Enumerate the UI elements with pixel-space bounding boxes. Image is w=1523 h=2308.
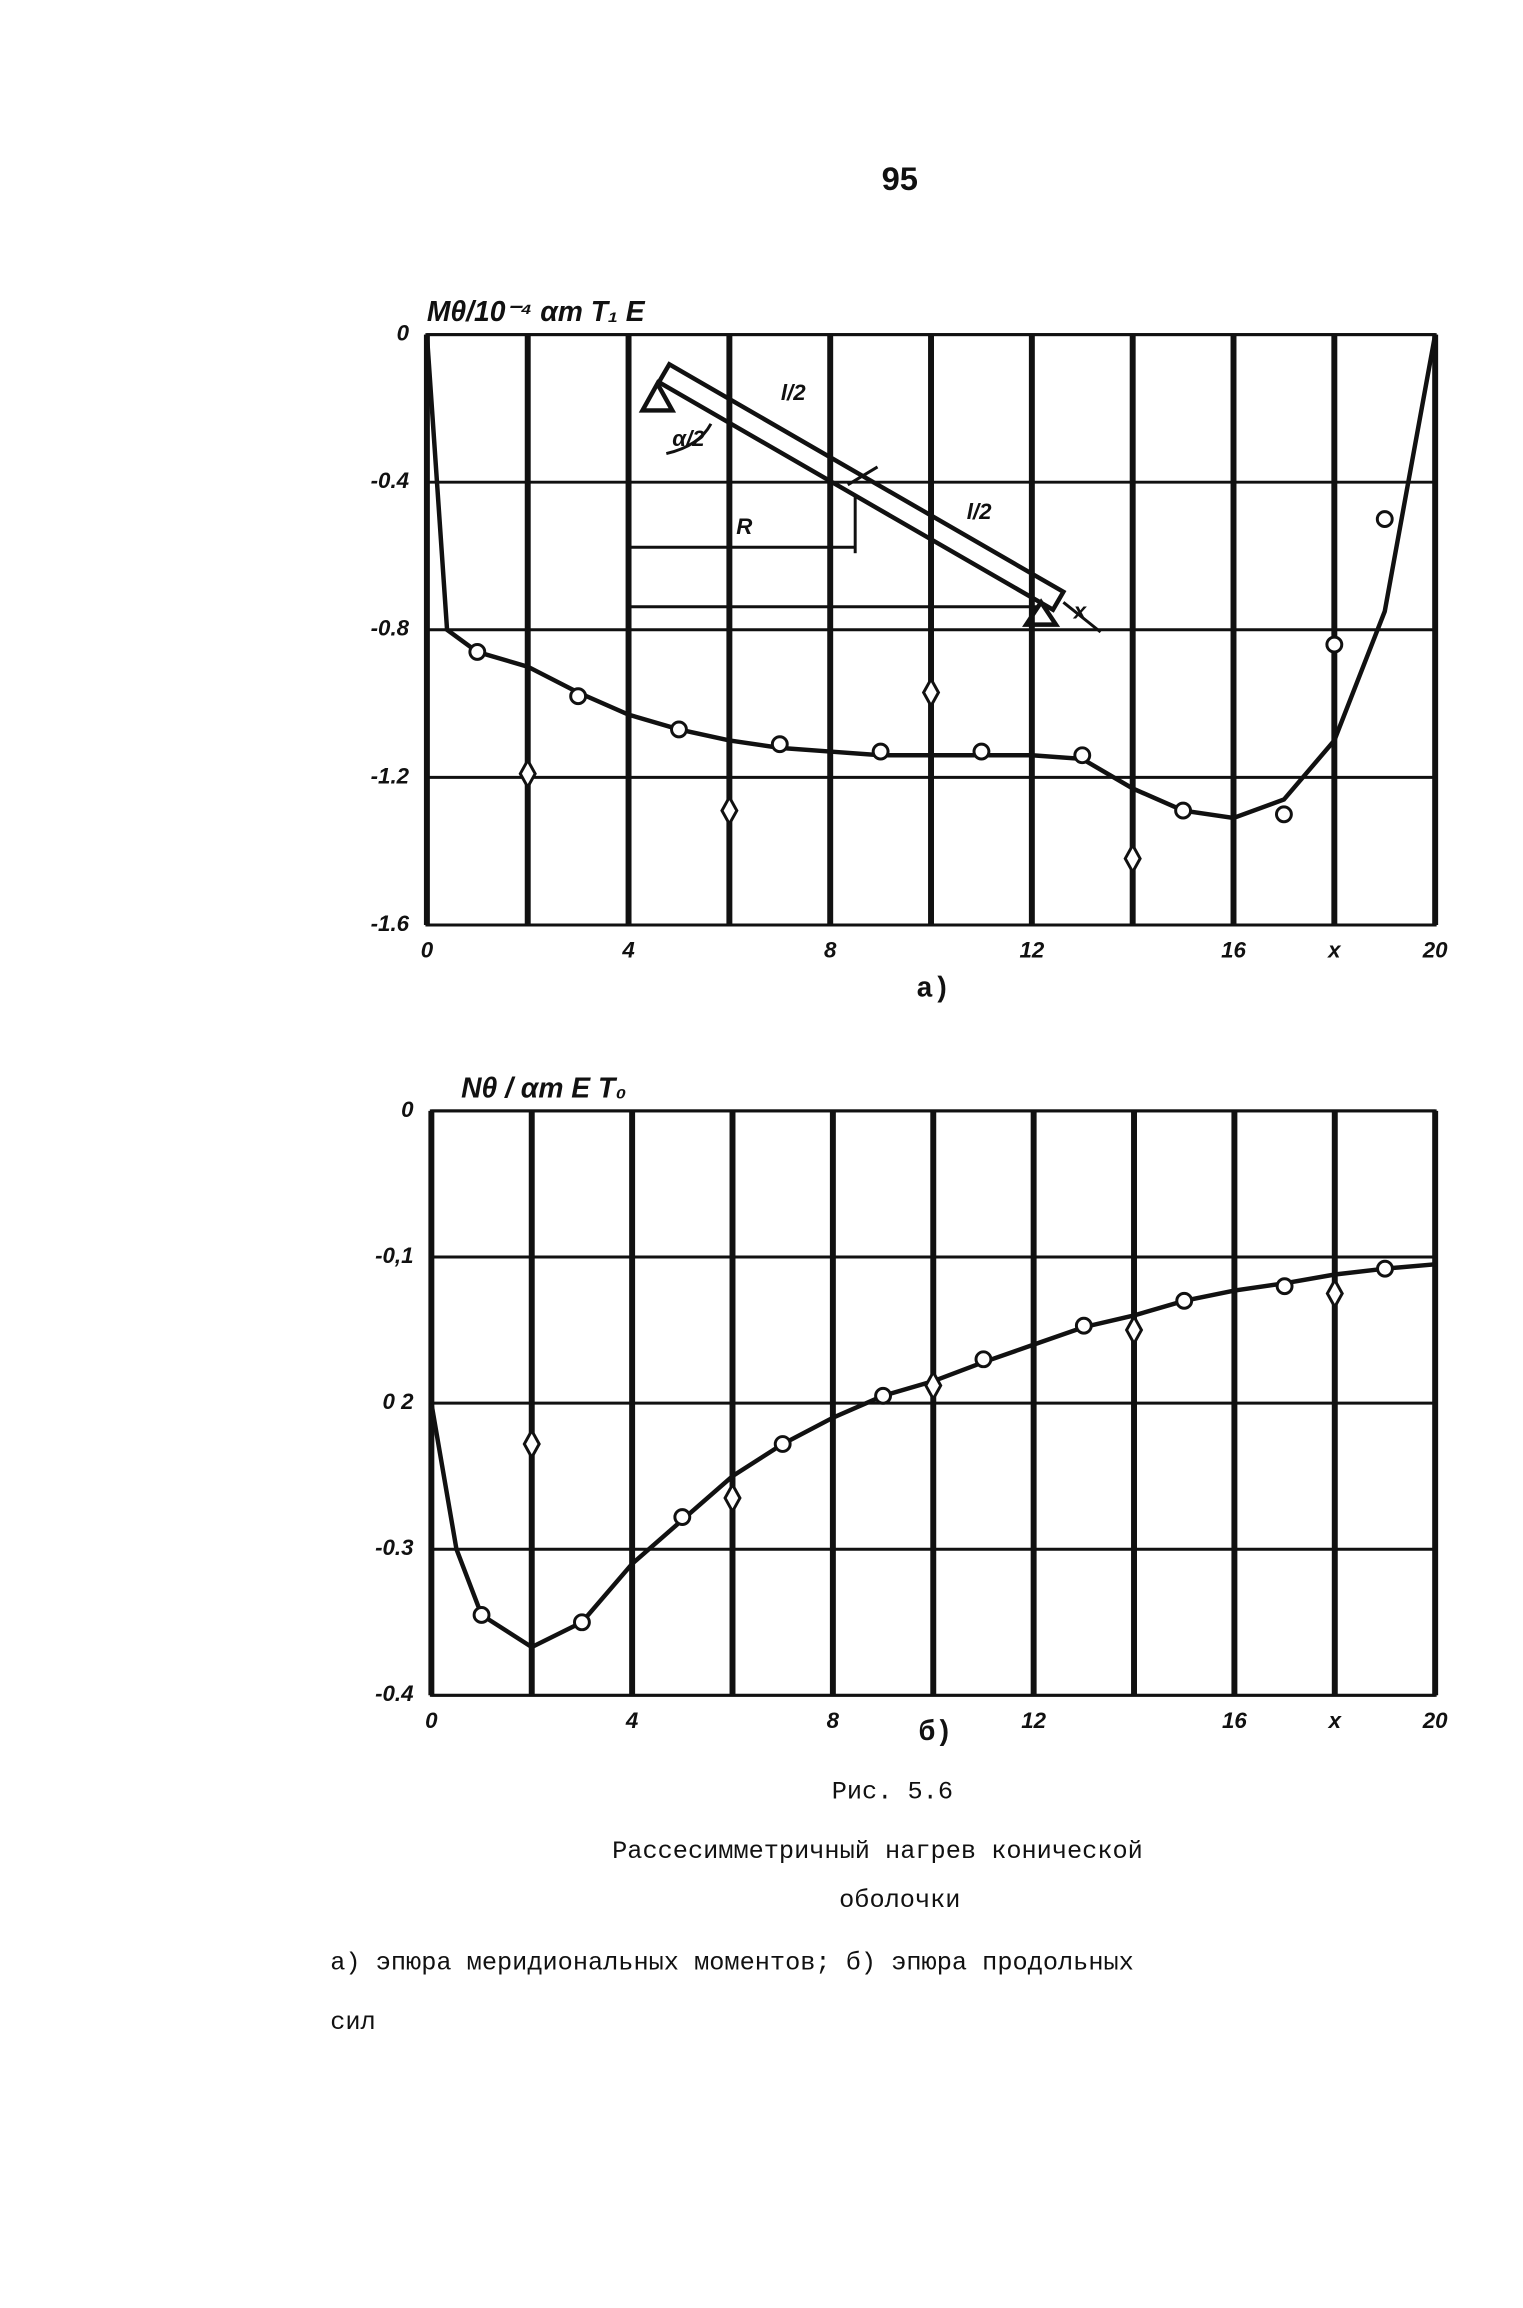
x-tick-label: 4	[625, 1708, 639, 1733]
data-point	[1074, 1316, 1093, 1335]
caption-text: а) эпюра меридиональных моментов; б) эпю…	[330, 1949, 1134, 1978]
data-point	[569, 687, 588, 706]
data-point	[1376, 1259, 1394, 1278]
y-tick-label: -1.2	[371, 763, 410, 788]
x-tick-label: 4	[621, 938, 635, 963]
data-point	[921, 676, 941, 709]
data-point	[1073, 746, 1092, 765]
x-tick-label: 8	[827, 1708, 840, 1733]
data-point	[472, 1606, 491, 1624]
data-point	[1275, 1277, 1294, 1296]
data-point	[773, 1435, 792, 1453]
data-point	[1124, 1313, 1144, 1347]
data-point	[1375, 510, 1394, 529]
curve	[429, 1262, 1436, 1650]
x-tick-label: 20	[1422, 1708, 1448, 1733]
data-point	[974, 1350, 993, 1369]
data-point	[723, 1481, 742, 1515]
figure-number: Рис. 5.6	[832, 1778, 953, 1807]
chart-title: Mθ/10⁻⁴ αт T₁ E	[427, 295, 646, 327]
y-tick-label: -0.4	[371, 468, 410, 493]
y-tick-label: -1.6	[371, 911, 410, 936]
x-axis-label: x	[1327, 938, 1342, 963]
data-point	[468, 643, 487, 661]
chart-title: Nθ / αт E T₀	[461, 1072, 626, 1104]
caption-title: оболочки	[839, 1886, 960, 1915]
data-point	[874, 1386, 892, 1405]
caption-title: Рассесимметричный нагрев конической	[612, 1837, 1143, 1866]
data-point	[1325, 1277, 1344, 1310]
data-point	[1174, 801, 1193, 820]
y-tick-label: 0 2	[383, 1389, 415, 1414]
x-tick-label: 16	[1221, 938, 1246, 963]
caption-text: сил	[330, 2008, 376, 2037]
inset-label: R	[736, 514, 752, 539]
inset-label: α/2	[672, 426, 705, 451]
x-tick-label: 16	[1222, 1708, 1247, 1733]
data-point	[522, 1427, 541, 1461]
data-point	[573, 1613, 591, 1632]
x-tick-label: 8	[824, 938, 837, 963]
x-tick-label: 12	[1019, 938, 1044, 963]
data-point	[1275, 805, 1293, 824]
inset-diagram	[626, 349, 1102, 640]
x-tick-label: 20	[1422, 938, 1448, 963]
x-tick-label: 12	[1021, 1708, 1046, 1733]
x-tick-label: 0	[425, 1708, 438, 1733]
data-point	[518, 757, 537, 791]
data-point	[720, 794, 739, 828]
y-tick-label: -0.4	[375, 1681, 414, 1706]
inset-label: x	[1073, 599, 1088, 624]
inset-label: l/2	[967, 499, 992, 524]
page-number: 95	[882, 160, 918, 197]
y-tick-label: 0	[401, 1097, 414, 1122]
data-point	[770, 735, 789, 754]
data-point	[972, 742, 991, 761]
x-tick-label: 0	[421, 938, 434, 963]
y-tick-label: -0.8	[371, 616, 410, 641]
inset-label: l/2	[781, 380, 806, 405]
y-tick-label: 0	[397, 320, 410, 345]
data-point	[1123, 842, 1142, 876]
subfigure-label: б)	[918, 1717, 952, 1749]
data-point	[670, 720, 688, 739]
data-point	[1325, 635, 1344, 654]
subfigure-label: а)	[916, 973, 950, 1005]
y-tick-label: -0.3	[375, 1535, 414, 1560]
x-axis-label: x	[1328, 1708, 1343, 1733]
data-point	[871, 742, 890, 761]
data-point	[1175, 1291, 1194, 1310]
data-point	[673, 1508, 692, 1526]
data-point	[924, 1369, 943, 1403]
y-tick-label: -0,1	[375, 1243, 413, 1268]
